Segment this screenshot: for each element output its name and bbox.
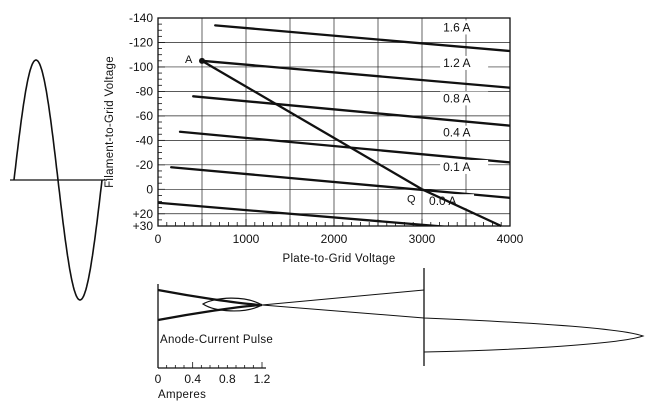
point-a-label: A	[185, 54, 193, 66]
y-tick-label: -100	[129, 60, 153, 74]
x-axis-title: Plate-to-Grid Voltage	[282, 253, 395, 265]
x-axis-ticks	[157, 219, 511, 226]
plate-current-curves	[158, 24, 510, 226]
curve-01	[170, 166, 510, 200]
pulse-tick-label: 0.8	[219, 372, 236, 386]
y-axis-ticks	[158, 17, 165, 227]
y-tick-label: -20	[136, 158, 154, 172]
y-axis-title: Filament-to-Grid Voltage	[104, 56, 116, 188]
curve-12	[200, 59, 510, 89]
pulse-lower-lobe	[261, 304, 645, 353]
grid-drive-sine-wave	[10, 59, 107, 301]
curve-label-bg	[440, 125, 489, 140]
y-tick-label: +20	[133, 207, 154, 221]
y-tick-label: -140	[129, 11, 153, 25]
point-a-marker	[199, 57, 205, 64]
curve-00	[158, 201, 451, 226]
y-tick-label: 0	[146, 182, 153, 196]
sine-curve	[13, 59, 103, 301]
curve-label-bg	[440, 159, 489, 174]
y-tick-label: -80	[136, 84, 154, 98]
load-line-extension	[421, 188, 502, 228]
pulse-tick-label: 1.2	[254, 372, 271, 386]
pulse-envelope-bold	[157, 288, 263, 322]
y-tick-label: -60	[136, 109, 154, 123]
curve-04	[178, 130, 510, 164]
curve-label: 0.8 A	[443, 91, 470, 105]
x-tick-label: 4000	[497, 232, 524, 246]
pulse-inner-loop	[201, 297, 263, 312]
y-tick-label: -120	[129, 35, 153, 49]
curve-label: 1.6 A	[443, 20, 470, 34]
curve-label: 0.1 A	[443, 160, 470, 174]
curve-label-bg	[440, 55, 489, 70]
main-chart: 0 1000 2000 3000 4000 -140-120-100-80-60-40-…	[104, 11, 524, 265]
pulse-title: Anode-Current Pulse	[160, 334, 273, 346]
pulse-x-ticks	[157, 362, 263, 368]
y-tick-label: -40	[136, 133, 154, 147]
pulse-x-axis-title: Amperes	[158, 389, 206, 401]
curve-labels: 1.6 A 1.2 A 0.8 A 0.4 A 0.1 A 0.0 A	[426, 20, 489, 209]
curve-label: 0.0 A	[429, 194, 456, 208]
chart-grid	[158, 18, 510, 226]
curve-label-bg	[440, 20, 489, 35]
curve-label: 1.2 A	[443, 56, 470, 70]
curve-label-bg	[440, 91, 489, 106]
y-tick-label: +30	[133, 219, 154, 233]
curve-label: 0.4 A	[443, 126, 470, 140]
x-tick-labels: 0 1000 2000 3000 4000	[155, 232, 524, 246]
anode-current-pulse-figure: Anode-Current Pulse 0 0.4 0.8 1.2 Amperes	[155, 268, 645, 401]
y-tick-labels: -140 -120 -100 -80 -60 -40 -20 0 +20+30	[129, 11, 153, 233]
x-tick-label: 2000	[321, 232, 348, 246]
point-q-label: Q	[407, 193, 416, 205]
pulse-tick-label: 0	[155, 372, 162, 386]
curve-08	[192, 95, 510, 127]
pulse-tick-label: 0.4	[184, 372, 201, 386]
pulse-upper-thin	[261, 289, 425, 306]
pulse-x-tick-labels: 0 0.4 0.8 1.2	[155, 372, 271, 386]
curve-16	[214, 24, 510, 53]
x-tick-label: 0	[155, 232, 162, 246]
x-tick-label: 3000	[409, 232, 436, 246]
x-tick-label: 1000	[233, 232, 260, 246]
load-line	[201, 59, 423, 191]
